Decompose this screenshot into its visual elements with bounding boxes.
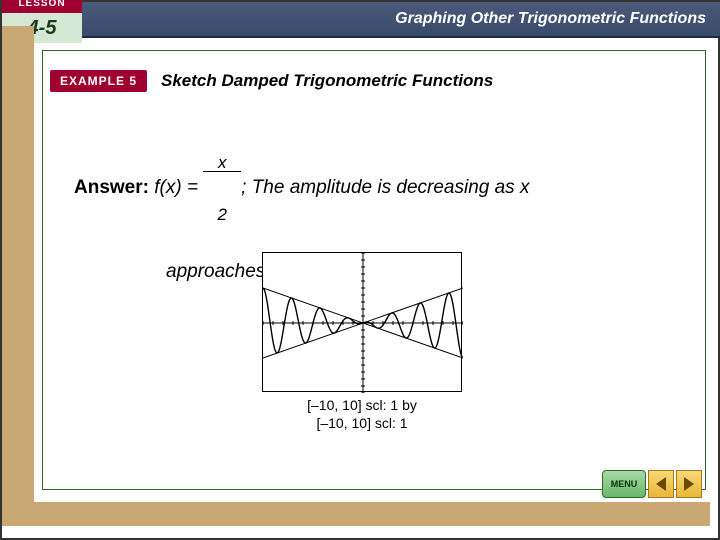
header-title: Graphing Other Trigonometric Functions (82, 10, 720, 28)
nav-buttons: MENU (602, 470, 702, 498)
bottom-border (2, 502, 710, 526)
graph-box (262, 252, 462, 392)
fraction-numerator: x (203, 154, 241, 172)
graph-svg (263, 253, 463, 393)
answer-part2: ; The amplitude is decreasing as x (241, 173, 529, 203)
caption-line-1: [–10, 10] scl: 1 by (262, 396, 462, 414)
slide-frame: LESSON 4-5 Graphing Other Trigonometric … (0, 0, 720, 540)
example-header: EXAMPLE 5 Sketch Damped Trigonometric Fu… (50, 70, 493, 92)
answer-label: Answer: (74, 173, 149, 203)
next-button[interactable] (676, 470, 702, 498)
prev-button[interactable] (648, 470, 674, 498)
example-title: Sketch Damped Trigonometric Functions (161, 71, 493, 91)
graph-container: [–10, 10] scl: 1 by [–10, 10] scl: 1 (262, 252, 462, 432)
example-badge: EXAMPLE 5 (50, 70, 147, 92)
menu-button[interactable]: MENU (602, 470, 646, 498)
answer-line-1: Answer: f(x) = x 2 ; The amplitude is de… (74, 120, 634, 257)
lesson-label: LESSON (2, 0, 82, 13)
header-bar: LESSON 4-5 Graphing Other Trigonometric … (2, 2, 720, 38)
left-border (2, 26, 34, 506)
fraction-denominator: 2 (203, 206, 241, 223)
answer-fx: f(x) = (149, 173, 203, 203)
caption-line-2: [–10, 10] scl: 1 (262, 414, 462, 432)
fraction: x 2 (203, 120, 241, 257)
graph-caption: [–10, 10] scl: 1 by [–10, 10] scl: 1 (262, 396, 462, 432)
